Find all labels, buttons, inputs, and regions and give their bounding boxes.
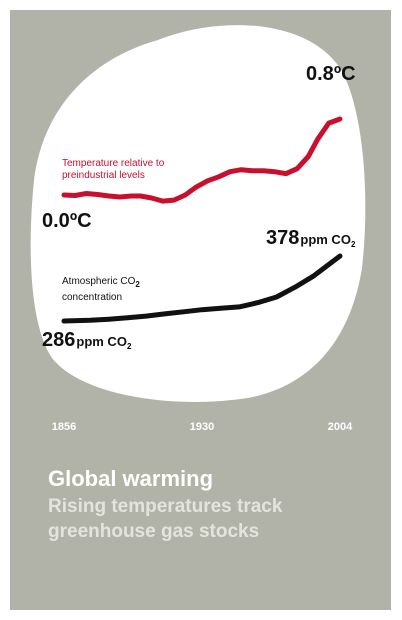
x-axis-ticks: 1856 1930 2004 [52,421,353,433]
chart-subtitle-line: Rising temperatures track [48,496,283,517]
chart-subtitle-line: greenhouse gas stocks [48,521,260,542]
temperature-end-label: 0.8ºC [306,63,356,85]
x-tick-label: 1930 [190,421,214,433]
titles: Global warming Rising temperatures track… [48,466,282,544]
white-blob-background [30,25,366,402]
chart-title: Global warming [48,466,214,491]
co2-series-label: Atmospheric CO2 concentration [62,276,143,303]
co2-end-label: 378ppm CO2 [266,227,356,249]
chart: Temperature relative to preindustrial le… [30,25,366,433]
co2-start-label: 286ppm CO2 [42,329,132,351]
temperature-series-label: Temperature relative to preindustrial le… [62,158,167,181]
chart-subtitle: Rising temperatures track greenhouse gas… [48,494,282,544]
co2-series-line [61,253,343,324]
temperature-start-label: 0.0ºC [42,210,92,232]
x-tick-label: 1856 [52,421,76,433]
temperature-series-line [61,116,343,204]
x-tick-label: 2004 [328,421,353,433]
infographic-card: Temperature relative to preindustrial le… [10,10,391,610]
